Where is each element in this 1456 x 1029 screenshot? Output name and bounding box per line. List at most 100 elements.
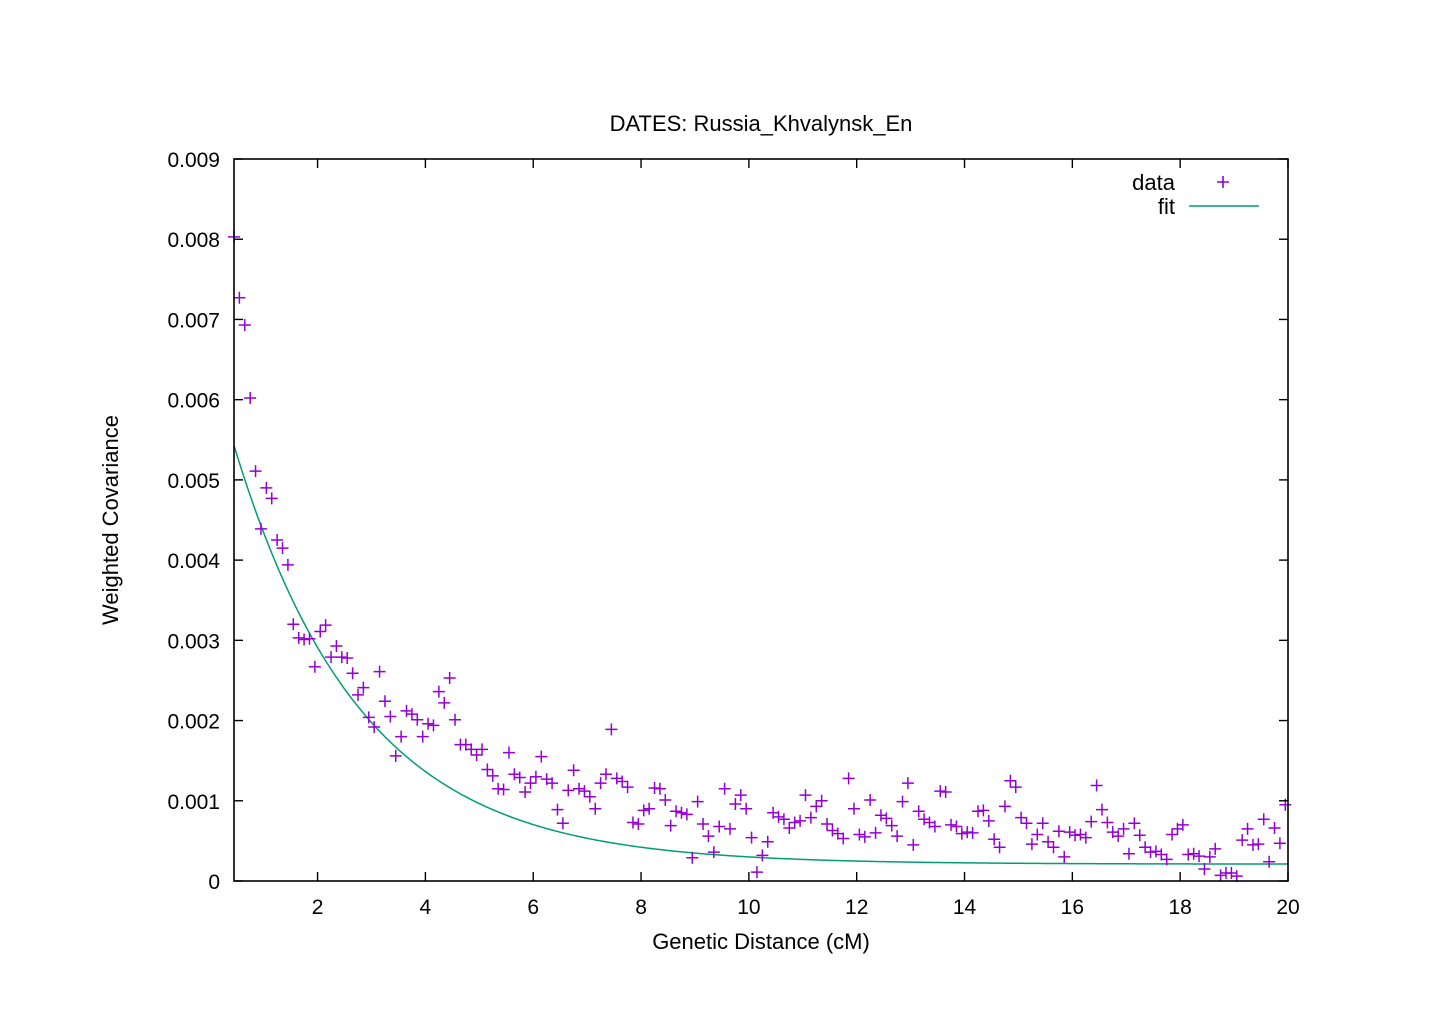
data-point xyxy=(934,785,947,798)
data-point xyxy=(761,835,774,848)
data-point xyxy=(998,800,1011,813)
axis-ticks xyxy=(234,158,1289,882)
data-point xyxy=(319,619,332,632)
data-point xyxy=(1133,829,1146,842)
data-point xyxy=(842,772,855,785)
data-point xyxy=(794,814,807,827)
data-point xyxy=(1042,835,1055,848)
data-point xyxy=(562,784,575,797)
data-point xyxy=(626,816,639,829)
data-point xyxy=(389,749,402,762)
legend: data fit xyxy=(1132,170,1259,219)
fit-layer xyxy=(233,445,1288,865)
data-point xyxy=(864,793,877,806)
data-point xyxy=(1209,842,1222,855)
data-point xyxy=(891,830,904,843)
data-point xyxy=(1139,841,1152,854)
data-point xyxy=(605,723,618,736)
data-point xyxy=(519,785,532,798)
y-tick-label: 0.006 xyxy=(167,390,220,413)
data-point xyxy=(1020,817,1033,830)
data-point xyxy=(556,817,569,830)
data-point xyxy=(928,820,941,833)
data-point xyxy=(314,625,327,638)
data-point xyxy=(729,797,742,810)
data-point xyxy=(497,783,510,796)
data-point xyxy=(1273,837,1286,850)
data-point xyxy=(670,805,683,818)
data-point xyxy=(529,770,542,783)
data-point xyxy=(578,785,591,798)
data-point xyxy=(831,827,844,840)
y-tick-label: 0.003 xyxy=(167,630,220,653)
y-tick-label: 0.004 xyxy=(167,550,220,573)
data-point xyxy=(508,768,521,781)
data-point xyxy=(1236,834,1249,847)
data-point xyxy=(777,813,790,826)
data-point xyxy=(427,719,440,732)
data-point xyxy=(837,832,850,845)
data-point xyxy=(610,772,623,785)
data-point xyxy=(449,713,462,726)
data-point xyxy=(1230,870,1243,883)
plot-area xyxy=(228,230,1292,883)
x-tick-label: 6 xyxy=(527,896,539,919)
data-point xyxy=(341,651,354,664)
data-point xyxy=(573,782,586,795)
data-point xyxy=(880,812,893,825)
x-tick-label: 8 xyxy=(635,896,647,919)
data-point xyxy=(249,465,262,478)
data-point xyxy=(972,805,984,818)
x-tick-label: 4 xyxy=(420,896,432,919)
data-point xyxy=(244,392,257,405)
data-point xyxy=(643,802,656,815)
data-point xyxy=(1203,850,1216,863)
data-point xyxy=(653,782,666,795)
data-point xyxy=(966,826,979,839)
data-point xyxy=(276,542,289,555)
data-point xyxy=(395,730,408,743)
data-point xyxy=(438,696,451,709)
data-point xyxy=(303,632,316,645)
data-point xyxy=(821,818,834,831)
data-point xyxy=(405,708,418,721)
data-point xyxy=(616,775,629,788)
data-point xyxy=(443,672,456,685)
data-point xyxy=(1214,869,1227,882)
data-point xyxy=(680,808,693,821)
data-point xyxy=(848,802,860,815)
data-point xyxy=(384,710,397,723)
data-point xyxy=(885,819,898,832)
y-tick-label: 0 xyxy=(208,871,220,894)
data-point xyxy=(373,665,386,678)
data-point xyxy=(1160,853,1173,866)
data-point xyxy=(470,749,483,762)
data-point xyxy=(1069,829,1082,842)
y-axis-label: Weighted Covariance xyxy=(98,415,123,625)
data-point xyxy=(1079,831,1092,844)
data-point xyxy=(513,771,526,784)
data-point xyxy=(551,803,564,816)
data-point xyxy=(918,813,931,826)
data-point xyxy=(352,688,364,701)
data-point xyxy=(697,818,710,831)
data-point xyxy=(281,558,294,571)
data-point xyxy=(1225,866,1238,879)
data-point xyxy=(945,818,958,831)
data-point xyxy=(648,781,661,794)
data-point xyxy=(858,830,871,843)
data-point xyxy=(1047,841,1060,854)
data-point xyxy=(740,802,753,815)
data-point xyxy=(977,804,990,817)
y-tick-label: 0.002 xyxy=(167,711,220,734)
data-point xyxy=(1096,803,1108,816)
data-point xyxy=(1176,818,1189,831)
data-point xyxy=(621,781,634,794)
data-point xyxy=(589,802,602,815)
data-point xyxy=(799,789,812,802)
data-point xyxy=(260,481,273,494)
data-point xyxy=(411,713,424,726)
data-point xyxy=(955,827,968,840)
data-point xyxy=(1036,817,1049,830)
data-point xyxy=(1257,813,1270,826)
